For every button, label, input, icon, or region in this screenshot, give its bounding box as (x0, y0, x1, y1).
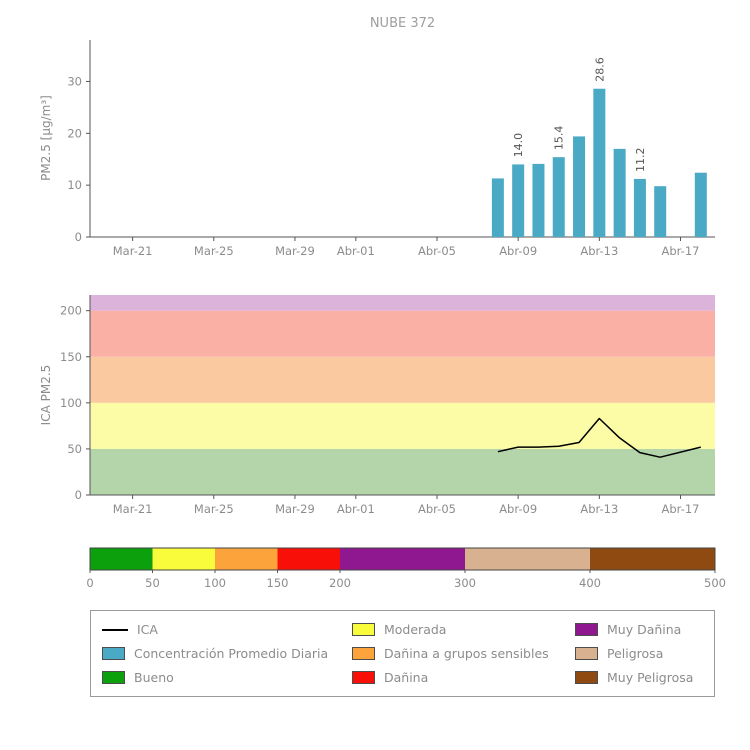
svg-text:Abr-13: Abr-13 (580, 502, 618, 516)
legend-item-bueno: Bueno (102, 667, 352, 688)
svg-text:100: 100 (204, 576, 226, 590)
muy-peligrosa-swatch (575, 671, 598, 684)
danina-swatch (352, 671, 375, 684)
svg-text:50: 50 (67, 442, 82, 456)
svg-text:Abr-05: Abr-05 (418, 244, 456, 258)
svg-text:0: 0 (86, 576, 93, 590)
legend-label: Dañina a grupos sensibles (384, 646, 549, 661)
moderada-swatch (352, 623, 375, 636)
svg-text:10: 10 (67, 178, 82, 192)
svg-text:300: 300 (454, 576, 476, 590)
svg-text:Mar-25: Mar-25 (194, 244, 234, 258)
svg-text:0: 0 (75, 230, 82, 244)
legend-label: Muy Dañina (607, 622, 682, 637)
svg-text:50: 50 (145, 576, 160, 590)
svg-text:Mar-25: Mar-25 (194, 502, 234, 516)
svg-text:150: 150 (60, 350, 82, 364)
svg-text:20: 20 (67, 126, 82, 140)
legend-item-peligrosa: Peligrosa (575, 643, 703, 664)
svg-text:Abr-13: Abr-13 (580, 244, 618, 258)
concentracion-swatch (102, 647, 125, 660)
svg-text:Mar-21: Mar-21 (113, 244, 153, 258)
legend-item-ica: ICA (102, 619, 352, 640)
ica-line-swatch (102, 628, 128, 631)
ica-line-chart: 0 50 100 150 200 Mar-21 Mar-25 Mar-29 Abr-01 Abr-… (60, 295, 715, 516)
legend-item-danina: Dañina (352, 667, 575, 688)
bueno-swatch (102, 671, 125, 684)
legend-label: ICA (137, 622, 158, 637)
svg-text:Mar-29: Mar-29 (275, 244, 315, 258)
legend-label: Bueno (134, 670, 174, 685)
svg-text:Abr-05: Abr-05 (418, 502, 456, 516)
svg-text:Abr-09: Abr-09 (499, 244, 537, 258)
danina-sensibles-swatch (352, 647, 375, 660)
svg-text:100: 100 (60, 396, 82, 410)
svg-text:14.0: 14.0 (512, 133, 525, 158)
muy-danina-swatch (575, 623, 598, 636)
legend-item-danina-sensibles: Dañina a grupos sensibles (352, 643, 575, 664)
svg-text:200: 200 (329, 576, 351, 590)
svg-text:Abr-01: Abr-01 (337, 244, 375, 258)
svg-text:28.6: 28.6 (593, 57, 606, 82)
legend-item-moderada: Moderada (352, 619, 575, 640)
svg-text:Abr-17: Abr-17 (662, 502, 700, 516)
legend: ICA Moderada Muy Dañina Concentración Pr… (90, 610, 715, 697)
legend-label: Moderada (384, 622, 447, 637)
legend-item-muy-peligrosa: Muy Peligrosa (575, 667, 703, 688)
peligrosa-swatch (575, 647, 598, 660)
svg-text:200: 200 (60, 304, 82, 318)
svg-text:Abr-01: Abr-01 (337, 502, 375, 516)
svg-text:500: 500 (704, 576, 726, 590)
svg-text:Abr-09: Abr-09 (499, 502, 537, 516)
svg-text:11.2: 11.2 (634, 147, 647, 172)
legend-label: Dañina (384, 670, 429, 685)
svg-text:15.4: 15.4 (553, 126, 566, 151)
svg-text:Mar-21: Mar-21 (113, 502, 153, 516)
ica-colorbar: 0 50 100 150 200 300 400 500 (86, 547, 726, 590)
svg-text:0: 0 (75, 488, 82, 502)
svg-text:Abr-17: Abr-17 (662, 244, 700, 258)
legend-item-concentracion: Concentración Promedio Diaria (102, 643, 352, 664)
pm25-bar-chart: 0 10 20 30 Mar-21 Mar-25 Mar-29 Abr-01 Abr-05 Abr… (67, 40, 715, 258)
svg-text:150: 150 (267, 576, 289, 590)
chart-title: NUBE 372 (369, 16, 436, 31)
legend-item-muy-danina: Muy Dañina (575, 619, 703, 640)
svg-text:30: 30 (67, 74, 82, 88)
svg-text:400: 400 (579, 576, 601, 590)
svg-text:Mar-29: Mar-29 (275, 502, 315, 516)
legend-label: Peligrosa (607, 646, 664, 661)
legend-label: Concentración Promedio Diaria (134, 646, 329, 661)
legend-label: Muy Peligrosa (607, 670, 694, 685)
